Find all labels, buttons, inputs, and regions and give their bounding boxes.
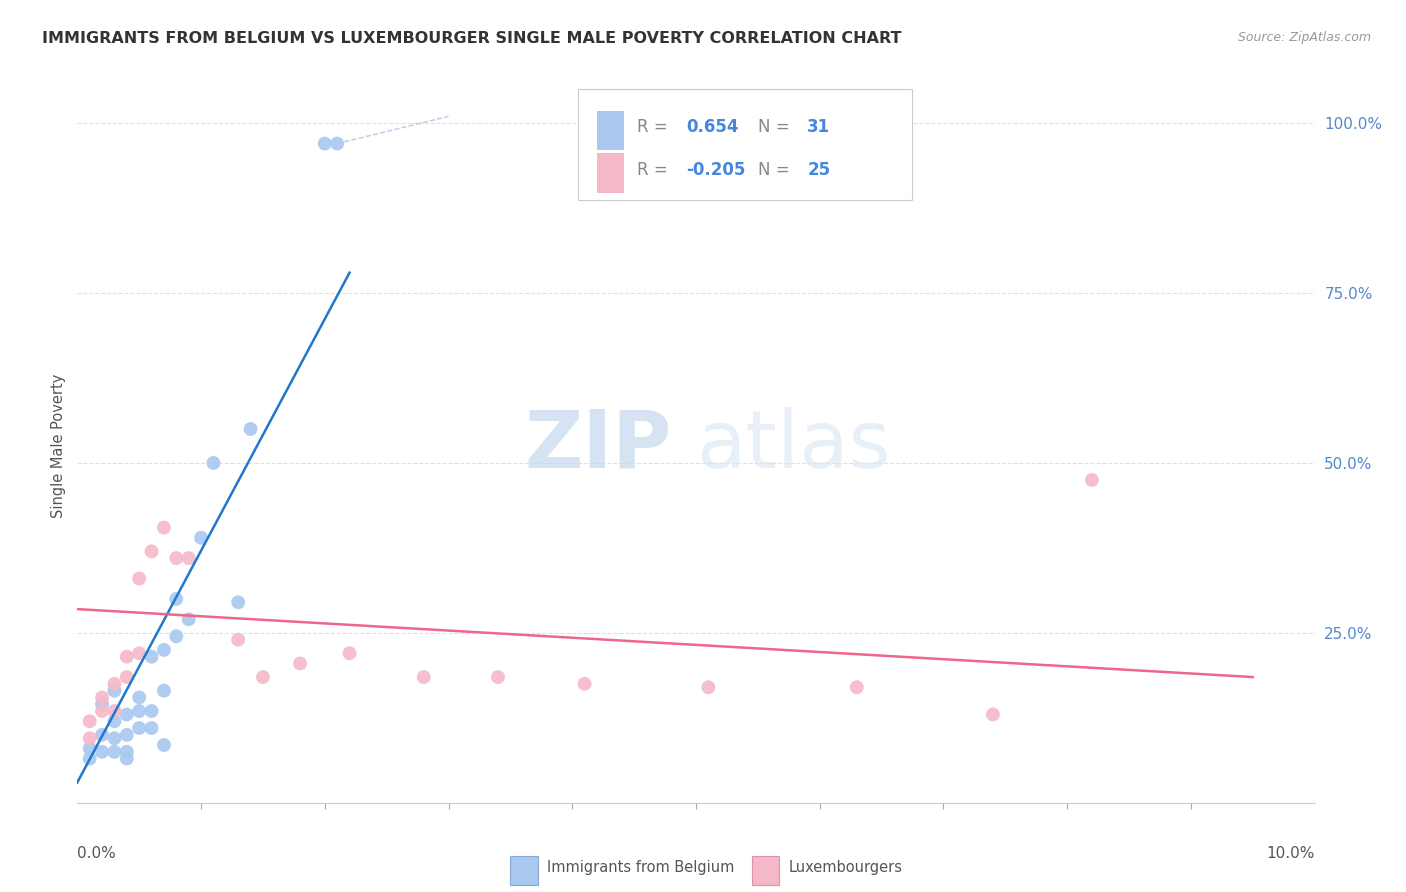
Point xyxy=(153,643,176,657)
Point xyxy=(79,731,101,746)
FancyBboxPatch shape xyxy=(598,153,624,193)
Text: atlas: atlas xyxy=(696,407,890,485)
Point xyxy=(103,683,125,698)
Point xyxy=(202,456,225,470)
Point xyxy=(141,544,163,558)
Point xyxy=(115,670,138,684)
Point xyxy=(153,683,176,698)
Point xyxy=(153,520,176,534)
Point xyxy=(239,422,262,436)
FancyBboxPatch shape xyxy=(598,111,624,150)
Point xyxy=(190,531,212,545)
Point xyxy=(153,738,176,752)
Text: Luxembourgers: Luxembourgers xyxy=(789,860,903,875)
Point xyxy=(128,572,150,586)
Point xyxy=(339,646,361,660)
Point xyxy=(103,714,125,729)
Point xyxy=(91,690,114,705)
Text: R =: R = xyxy=(637,118,672,136)
Text: 10.0%: 10.0% xyxy=(1267,846,1315,861)
Point xyxy=(103,677,125,691)
Point xyxy=(981,707,1004,722)
Text: Source: ZipAtlas.com: Source: ZipAtlas.com xyxy=(1237,31,1371,45)
Point xyxy=(115,649,138,664)
Text: 0.654: 0.654 xyxy=(686,118,738,136)
Point xyxy=(252,670,274,684)
Point xyxy=(226,595,249,609)
Text: 25: 25 xyxy=(807,161,831,178)
Point xyxy=(103,745,125,759)
Point xyxy=(79,714,101,729)
Point xyxy=(128,646,150,660)
Point xyxy=(165,629,187,643)
Text: -0.205: -0.205 xyxy=(686,161,745,178)
Point xyxy=(103,731,125,746)
FancyBboxPatch shape xyxy=(578,89,912,200)
Point xyxy=(314,136,336,151)
Text: ZIP: ZIP xyxy=(524,407,671,485)
Point xyxy=(115,707,138,722)
Point xyxy=(326,136,349,151)
Point xyxy=(486,670,509,684)
Point xyxy=(128,704,150,718)
Point xyxy=(103,704,125,718)
Text: N =: N = xyxy=(758,118,794,136)
Text: 31: 31 xyxy=(807,118,831,136)
Point xyxy=(128,690,150,705)
Point xyxy=(226,632,249,647)
Point xyxy=(91,698,114,712)
Point xyxy=(79,751,101,765)
Point xyxy=(115,751,138,765)
FancyBboxPatch shape xyxy=(510,856,537,885)
Point xyxy=(412,670,434,684)
Text: IMMIGRANTS FROM BELGIUM VS LUXEMBOURGER SINGLE MALE POVERTY CORRELATION CHART: IMMIGRANTS FROM BELGIUM VS LUXEMBOURGER … xyxy=(42,31,901,46)
Text: R =: R = xyxy=(637,161,672,178)
Point xyxy=(141,721,163,735)
Point xyxy=(79,741,101,756)
Point xyxy=(697,680,720,694)
FancyBboxPatch shape xyxy=(752,856,779,885)
Y-axis label: Single Male Poverty: Single Male Poverty xyxy=(51,374,66,518)
Point xyxy=(845,680,868,694)
Point xyxy=(141,704,163,718)
Point xyxy=(91,745,114,759)
Point xyxy=(91,728,114,742)
Point xyxy=(115,745,138,759)
Point xyxy=(165,591,187,606)
Text: Immigrants from Belgium: Immigrants from Belgium xyxy=(547,860,735,875)
Text: 0.0%: 0.0% xyxy=(77,846,117,861)
Text: N =: N = xyxy=(758,161,794,178)
Point xyxy=(91,704,114,718)
Point xyxy=(177,551,200,566)
Point xyxy=(288,657,311,671)
Point xyxy=(177,612,200,626)
Point xyxy=(115,728,138,742)
Point xyxy=(1081,473,1104,487)
Point xyxy=(141,649,163,664)
Point xyxy=(165,551,187,566)
Point xyxy=(128,721,150,735)
Point xyxy=(574,677,596,691)
